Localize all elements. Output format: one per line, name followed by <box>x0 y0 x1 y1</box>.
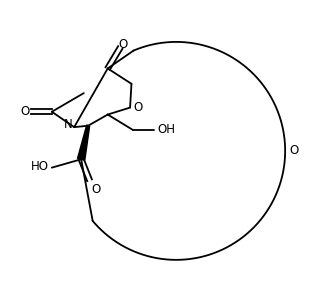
Text: HO: HO <box>31 160 49 173</box>
Text: O: O <box>118 38 128 51</box>
Text: O: O <box>289 144 299 157</box>
Text: O: O <box>20 105 29 118</box>
Text: O: O <box>134 101 143 114</box>
Polygon shape <box>78 125 89 160</box>
Text: O: O <box>92 183 101 196</box>
Text: N: N <box>64 118 73 131</box>
Text: OH: OH <box>157 123 175 136</box>
